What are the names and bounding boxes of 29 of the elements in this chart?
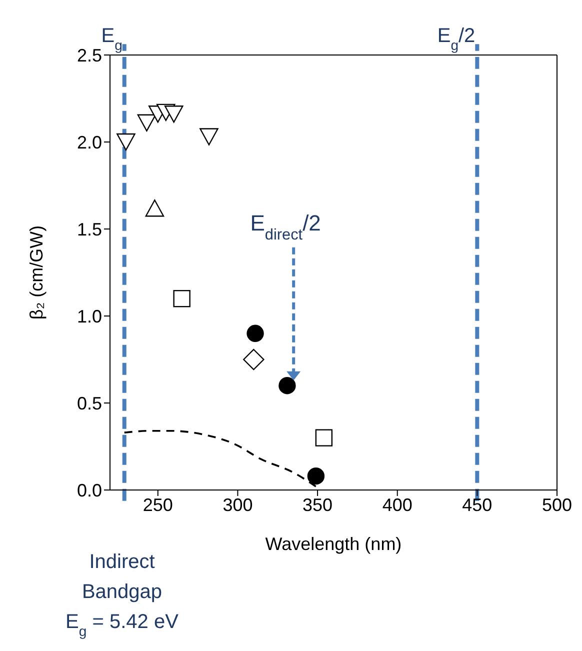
annotation: E$_{direct}$/2: [250, 210, 321, 243]
point: [116, 133, 136, 151]
y-tick-label: 1.5: [76, 219, 102, 240]
x-tick-label: 450: [462, 494, 492, 515]
point: [145, 200, 164, 217]
text: Indirect Bandgap E$_{g}$ = 5.42 eV: [66, 551, 180, 639]
x-tick-label: 500: [542, 494, 572, 515]
y-axis-title: β₂ (cm/GW): [26, 225, 46, 320]
point: [173, 290, 190, 308]
point: [278, 377, 296, 394]
ref-line-label: E$_{g}$: [101, 25, 122, 54]
y-tick-label: 2.0: [76, 132, 102, 152]
x-axis-title: Wavelength (nm): [265, 534, 402, 554]
point: [315, 429, 333, 446]
point: [307, 467, 325, 485]
y-tick-label: 0.5: [76, 393, 102, 414]
x-tick-label: 250: [142, 494, 173, 515]
point: [246, 324, 264, 342]
x-tick-label: 300: [222, 494, 253, 515]
ref-line-label: E$_{g}$/2: [437, 25, 476, 54]
y-tick-label: 2.5: [76, 45, 102, 66]
y-tick-label: 1.0: [76, 306, 102, 326]
point: [200, 128, 218, 146]
x-tick-label: 400: [382, 494, 412, 515]
x-tick-label: 350: [302, 494, 333, 515]
point: [137, 114, 156, 132]
y-tick-label: 0.0: [76, 480, 102, 500]
point: [243, 348, 264, 370]
point: [164, 106, 184, 123]
